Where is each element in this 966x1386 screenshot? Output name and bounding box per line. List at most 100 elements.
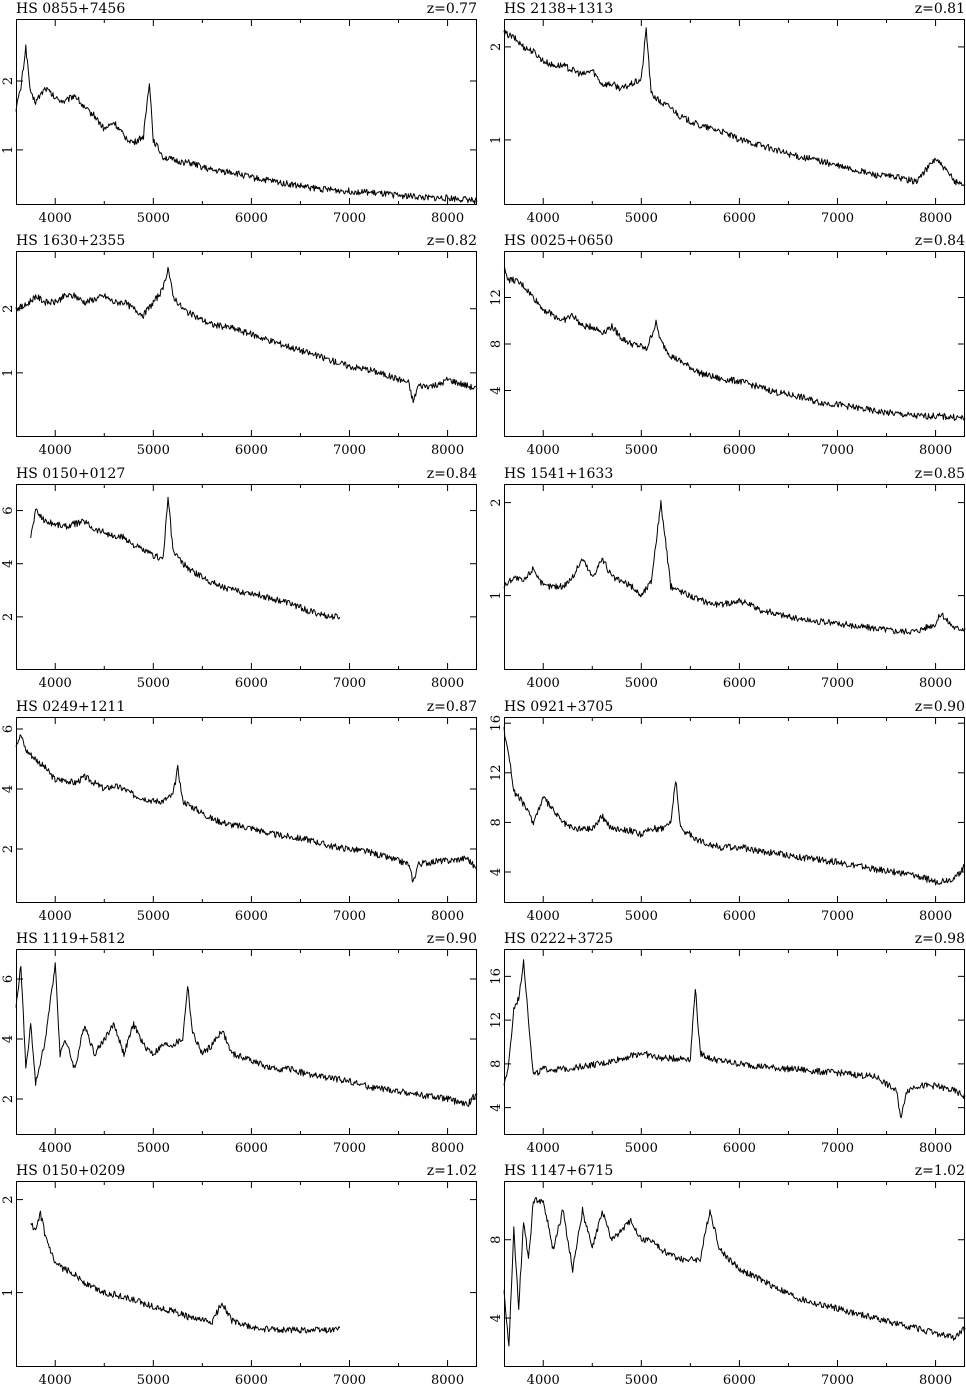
redshift-label: z=1.02 bbox=[914, 1163, 965, 1179]
plot-frame bbox=[16, 19, 477, 205]
y-tick-label: 8 bbox=[489, 818, 504, 826]
y-tick-label: 16 bbox=[489, 968, 504, 985]
x-tick-label: 4000 bbox=[39, 443, 72, 458]
spectrum-panel: HS 1119+5812 z=0.90 4000 5000 6000 7000 8000 2 4… bbox=[1, 932, 478, 1156]
x-tick-label: 8000 bbox=[919, 211, 952, 226]
x-tick-label: 5000 bbox=[625, 676, 658, 691]
x-tick-label: 6000 bbox=[235, 676, 268, 691]
spectrum-plot: 4000 5000 6000 7000 8000 4 8 12 16 bbox=[489, 715, 966, 924]
x-tick-label: 7000 bbox=[333, 909, 366, 924]
x-tick-label: 5000 bbox=[137, 909, 170, 924]
y-tick-label: 6 bbox=[1, 725, 16, 733]
x-tick-label: 6000 bbox=[235, 211, 268, 226]
spectrum-line bbox=[15, 962, 478, 1107]
x-tick-label: 5000 bbox=[625, 443, 658, 458]
y-tick-label: 4 bbox=[1, 560, 16, 568]
x-tick-label: 7000 bbox=[333, 1141, 366, 1156]
y-tick-label: 4 bbox=[489, 868, 504, 876]
plot-frame bbox=[16, 251, 477, 437]
spectrum-line bbox=[15, 266, 478, 404]
spectrum-panel: HS 0150+0127 z=0.84 4000 5000 6000 7000 8000 2 4… bbox=[1, 467, 477, 691]
spectrum-plot: 4000 5000 6000 7000 8000 1 2 bbox=[489, 19, 966, 226]
x-tick-label: 4000 bbox=[39, 211, 72, 226]
y-tick-label: 2 bbox=[489, 43, 504, 51]
plot-frame bbox=[504, 251, 965, 437]
x-tick-label: 6000 bbox=[723, 676, 756, 691]
x-tick-label: 4000 bbox=[527, 443, 560, 458]
redshift-label: z=0.82 bbox=[426, 233, 477, 249]
spectrum-panel: HS 0150+0209 z=1.02 4000 5000 6000 7000 8000 1 2 bbox=[1, 1164, 477, 1386]
panel-title: HS 0222+3725 bbox=[504, 931, 614, 947]
redshift-label: z=1.02 bbox=[426, 1163, 477, 1179]
redshift-label: z=0.84 bbox=[914, 233, 965, 249]
y-tick-label: 2 bbox=[1, 1095, 16, 1103]
y-tick-label: 2 bbox=[1, 305, 16, 313]
spectrum-panel: HS 0222+3725 z=0.98 4000 5000 6000 7000 8000 4 8… bbox=[489, 932, 966, 1156]
spectrum-plot: 4000 5000 6000 7000 8000 1 2 bbox=[489, 484, 966, 691]
x-tick-label: 6000 bbox=[723, 1373, 756, 1386]
spectrum-plot: 4000 5000 6000 7000 8000 4 8 bbox=[489, 1181, 966, 1386]
redshift-label: z=0.90 bbox=[426, 931, 477, 947]
spectrum-panel: HS 1147+6715 z=1.02 4000 5000 6000 7000 8000 4 8 bbox=[489, 1164, 966, 1386]
x-tick-label: 8000 bbox=[431, 1373, 464, 1386]
spectrum-line bbox=[503, 1197, 966, 1347]
y-tick-label: 1 bbox=[1, 146, 16, 154]
spectrum-panel: HS 1630+2355 z=0.82 4000 5000 6000 7000 8000 1 2 bbox=[1, 234, 478, 458]
redshift-label: z=0.85 bbox=[914, 466, 965, 482]
spectrum-line bbox=[15, 734, 478, 883]
y-tick-label: 16 bbox=[489, 715, 504, 732]
panel-title: HS 1541+1633 bbox=[504, 466, 614, 482]
plot-frame bbox=[16, 949, 477, 1135]
plot-frame bbox=[16, 1181, 477, 1367]
spectrum-panel: HS 0855+7456 z=0.77 4000 5000 6000 7000 8000 1 2 bbox=[1, 2, 478, 226]
spectrum-panel: HS 1541+1633 z=0.85 4000 5000 6000 7000 8000 1 2 bbox=[489, 467, 966, 691]
x-tick-label: 8000 bbox=[919, 676, 952, 691]
x-tick-label: 5000 bbox=[625, 909, 658, 924]
redshift-label: z=0.87 bbox=[426, 699, 477, 715]
spectrum-plot: 4000 5000 6000 7000 8000 1 2 bbox=[1, 251, 478, 458]
plot-frame bbox=[504, 949, 965, 1135]
plot-frame bbox=[504, 717, 965, 903]
x-tick-label: 6000 bbox=[235, 909, 268, 924]
x-tick-label: 7000 bbox=[821, 909, 854, 924]
x-tick-label: 5000 bbox=[137, 1373, 170, 1386]
x-tick-label: 8000 bbox=[919, 909, 952, 924]
spectrum-line bbox=[503, 27, 966, 187]
panel-title: HS 0150+0127 bbox=[16, 466, 126, 482]
y-tick-label: 12 bbox=[489, 289, 504, 306]
x-tick-label: 6000 bbox=[235, 1141, 268, 1156]
redshift-label: z=0.77 bbox=[426, 1, 477, 17]
y-tick-label: 8 bbox=[489, 340, 504, 348]
panel-title: HS 1119+5812 bbox=[16, 931, 126, 947]
y-tick-label: 1 bbox=[1, 369, 16, 377]
y-tick-label: 4 bbox=[489, 386, 504, 394]
x-tick-label: 5000 bbox=[625, 1373, 658, 1386]
spectrum-line bbox=[15, 44, 478, 205]
x-tick-label: 7000 bbox=[821, 1141, 854, 1156]
x-tick-label: 7000 bbox=[333, 211, 366, 226]
y-tick-label: 4 bbox=[489, 1314, 504, 1322]
x-tick-label: 8000 bbox=[431, 443, 464, 458]
x-tick-label: 6000 bbox=[235, 443, 268, 458]
spectrum-panel: HS 0249+1211 z=0.87 4000 5000 6000 7000 8000 2 4… bbox=[1, 700, 478, 924]
y-tick-label: 1 bbox=[489, 136, 504, 144]
y-tick-label: 12 bbox=[489, 765, 504, 782]
panel-title: HS 1147+6715 bbox=[504, 1163, 614, 1179]
x-tick-label: 5000 bbox=[137, 676, 170, 691]
x-tick-label: 7000 bbox=[333, 443, 366, 458]
spectrum-plot: 4000 5000 6000 7000 8000 4 8 12 bbox=[489, 251, 966, 458]
x-tick-label: 7000 bbox=[821, 443, 854, 458]
plot-frame bbox=[504, 1181, 965, 1367]
spectrum-plot: 4000 5000 6000 7000 8000 1 2 bbox=[1, 1181, 477, 1386]
panel-title: HS 0025+0650 bbox=[504, 233, 614, 249]
y-tick-label: 2 bbox=[489, 498, 504, 506]
spectrum-line bbox=[30, 496, 341, 620]
y-tick-label: 4 bbox=[489, 1104, 504, 1112]
x-tick-label: 8000 bbox=[431, 676, 464, 691]
redshift-label: z=0.98 bbox=[914, 931, 965, 947]
redshift-label: z=0.90 bbox=[914, 699, 965, 715]
x-tick-label: 4000 bbox=[39, 909, 72, 924]
spectrum-panel: HS 0921+3705 z=0.90 4000 5000 6000 7000 8000 4 8… bbox=[489, 700, 966, 924]
x-tick-label: 8000 bbox=[919, 443, 952, 458]
y-tick-label: 2 bbox=[1, 845, 16, 853]
